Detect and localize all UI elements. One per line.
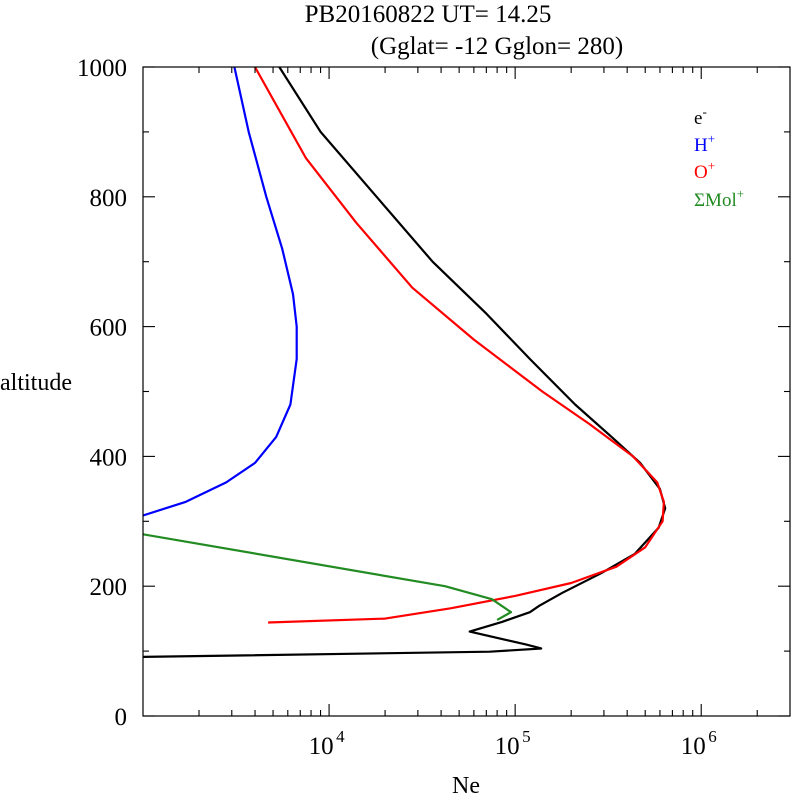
x-tick-label: 10: [495, 733, 520, 760]
plot-frame: [142, 66, 791, 717]
y-tick-label: 600: [90, 315, 128, 342]
y-tick-label: 0: [115, 704, 128, 731]
x-tick-exponent: 5: [522, 727, 531, 746]
y-tick-label: 200: [90, 574, 128, 601]
legend-entry-3: ΣMol+: [694, 186, 744, 211]
chart-title: PB20160822 UT= 14.25: [305, 1, 552, 28]
y-axis-label: altitude: [0, 370, 72, 396]
chart-subtitle: (Gglat= -12 Gglon= 280): [371, 33, 623, 60]
legend-entry-0: e-: [694, 104, 707, 129]
series-line-1: [143, 67, 298, 517]
legend: e-H+O+ ΣMol+: [694, 104, 744, 211]
series-line-3: [143, 533, 513, 621]
legend-entry-1: H+: [694, 131, 715, 156]
y-tick-label: 800: [90, 185, 128, 212]
legend-entry-2: O+: [694, 158, 715, 183]
series-line-0: [143, 67, 667, 658]
plot-area: [143, 67, 667, 658]
x-tick-exponent: 4: [336, 727, 345, 746]
y-tick-label: 400: [90, 444, 128, 471]
x-axis-label: Ne: [452, 773, 480, 796]
x-tick-label: 10: [309, 733, 334, 760]
series-line-2: [254, 67, 665, 624]
y-tick-label: 1000: [77, 55, 127, 82]
x-tick-label: 10: [681, 733, 706, 760]
x-tick-exponent: 6: [708, 727, 717, 746]
